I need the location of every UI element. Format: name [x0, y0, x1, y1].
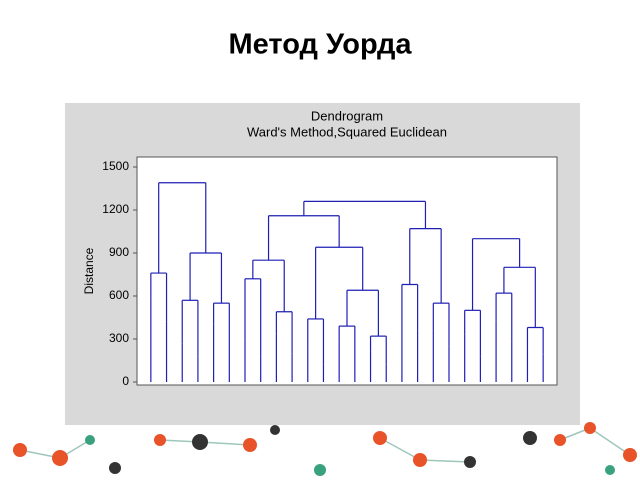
y-tick-label: 1500 [102, 159, 129, 173]
y-tick-label: 900 [109, 245, 129, 259]
y-axis-label: Distance [82, 247, 96, 294]
decoration [13, 422, 637, 476]
y-tick-label: 600 [109, 288, 129, 302]
chart-title: Dendrogram [311, 108, 383, 123]
y-tick-label: 0 [122, 374, 129, 388]
slide-title: Метод Уорда [229, 29, 413, 61]
y-tick-label: 1200 [102, 202, 129, 216]
y-tick-label: 300 [109, 331, 129, 345]
chart-subtitle: Ward's Method,Squared Euclidean [247, 124, 447, 139]
plot-area [136, 156, 558, 386]
